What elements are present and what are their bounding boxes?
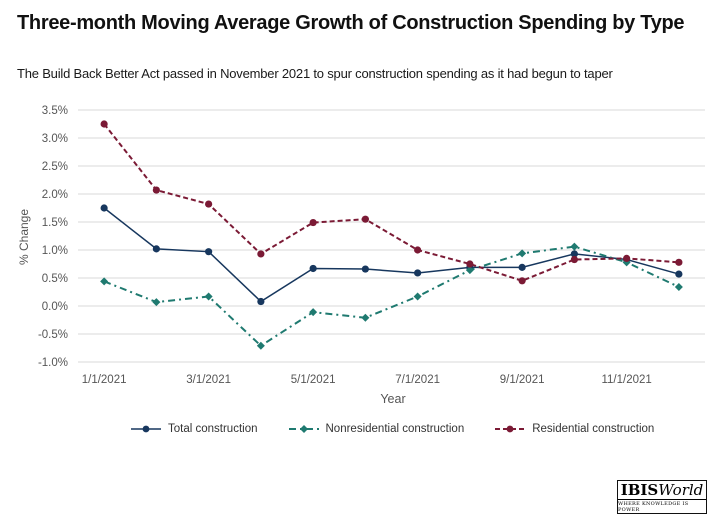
chart-title: Three-month Moving Average Growth of Con… bbox=[17, 12, 685, 34]
legend-item: Total construction bbox=[130, 423, 258, 435]
data-point bbox=[361, 215, 369, 223]
y-tick-label: 3.5% bbox=[42, 105, 68, 117]
y-tick-label: 0.5% bbox=[42, 273, 68, 285]
y-tick-label: -0.5% bbox=[38, 329, 68, 341]
y-tick-label: 0.0% bbox=[42, 301, 68, 313]
chart-subtitle: The Build Back Better Act passed in Nove… bbox=[17, 66, 613, 81]
data-point bbox=[414, 246, 422, 254]
data-point bbox=[465, 266, 474, 275]
data-point bbox=[309, 264, 317, 273]
data-point bbox=[570, 250, 578, 258]
series-layer bbox=[100, 120, 683, 350]
y-tick-label: 1.5% bbox=[42, 217, 68, 229]
logo-word-italic: World bbox=[658, 480, 704, 499]
data-point bbox=[674, 282, 683, 291]
series-1 bbox=[100, 204, 683, 306]
x-axis-label: Year bbox=[380, 392, 405, 406]
x-tick-label: 11/1/2021 bbox=[601, 374, 651, 386]
series-line bbox=[103, 245, 680, 348]
data-point bbox=[309, 218, 317, 227]
data-point bbox=[570, 242, 579, 251]
x-tick-label: 1/1/2021 bbox=[82, 374, 127, 386]
legend: Total construction Nonresidential constru… bbox=[130, 420, 684, 438]
data-point bbox=[414, 269, 422, 277]
series-3 bbox=[100, 120, 683, 285]
legend-swatch bbox=[495, 425, 526, 433]
data-point bbox=[518, 277, 526, 285]
y-axis-label: % Change bbox=[17, 209, 31, 265]
data-point bbox=[257, 250, 265, 258]
data-point bbox=[100, 120, 108, 128]
data-point bbox=[361, 313, 370, 322]
y-tick-label: 2.0% bbox=[42, 189, 68, 201]
series-line bbox=[103, 123, 679, 282]
logo-word-bold: IBIS bbox=[620, 480, 659, 499]
legend-item: Residential construction bbox=[494, 423, 654, 435]
data-point bbox=[361, 265, 369, 273]
data-point bbox=[205, 248, 213, 256]
line-chart: -1.0% -0.5% 0.0% 0.5% 1.0% 1.5% 2.0% 2.5% 3.0% 3.… bbox=[17, 105, 705, 406]
x-tick-label: 7/1/2021 bbox=[395, 374, 440, 386]
legend-item: Nonresidential construction bbox=[288, 423, 465, 435]
legend-swatch bbox=[131, 425, 161, 433]
x-tick-labels: 1/1/2021 3/1/2021 5/1/2021 7/1/2021 9/1/2021… bbox=[82, 374, 652, 386]
data-point bbox=[152, 298, 161, 307]
data-point bbox=[256, 341, 265, 350]
y-tick-label: 2.5% bbox=[42, 161, 68, 173]
logo-tagline: WHERE KNOWLEDGE IS POWER bbox=[618, 498, 706, 513]
legend-swatch bbox=[288, 425, 319, 433]
data-point bbox=[152, 186, 160, 194]
logo-wordmark: IBISWorld bbox=[621, 482, 704, 498]
data-point bbox=[675, 270, 683, 278]
data-point bbox=[204, 292, 213, 301]
ibisworld-logo: IBISWorld WHERE KNOWLEDGE IS POWER bbox=[617, 480, 707, 514]
data-point bbox=[518, 263, 526, 271]
legend-label: Residential construction bbox=[532, 423, 655, 435]
y-tick-label: -1.0% bbox=[38, 357, 68, 369]
x-tick-label: 5/1/2021 bbox=[291, 374, 336, 386]
data-point bbox=[570, 255, 578, 264]
data-point bbox=[100, 277, 109, 286]
data-point bbox=[152, 245, 160, 253]
series-line bbox=[103, 207, 680, 303]
y-tick-label: 3.0% bbox=[42, 133, 68, 145]
series-2 bbox=[100, 242, 683, 350]
data-point bbox=[623, 254, 631, 262]
data-point bbox=[466, 260, 474, 268]
data-point bbox=[100, 204, 108, 212]
y-tick-labels: -1.0% -0.5% 0.0% 0.5% 1.0% 1.5% 2.0% 2.5% 3.0% 3.… bbox=[38, 105, 68, 369]
legend-label: Nonresidential construction bbox=[325, 423, 465, 435]
x-tick-label: 3/1/2021 bbox=[186, 374, 231, 386]
grid-lines bbox=[78, 109, 705, 363]
y-tick-label: 1.0% bbox=[42, 245, 68, 257]
legend-label: Total construction bbox=[168, 423, 258, 435]
x-tick-label: 9/1/2021 bbox=[500, 374, 545, 386]
data-point bbox=[205, 200, 213, 208]
data-point bbox=[413, 292, 422, 301]
data-point bbox=[518, 249, 527, 258]
data-point bbox=[257, 297, 265, 306]
data-point bbox=[675, 258, 683, 266]
data-point bbox=[309, 308, 318, 317]
